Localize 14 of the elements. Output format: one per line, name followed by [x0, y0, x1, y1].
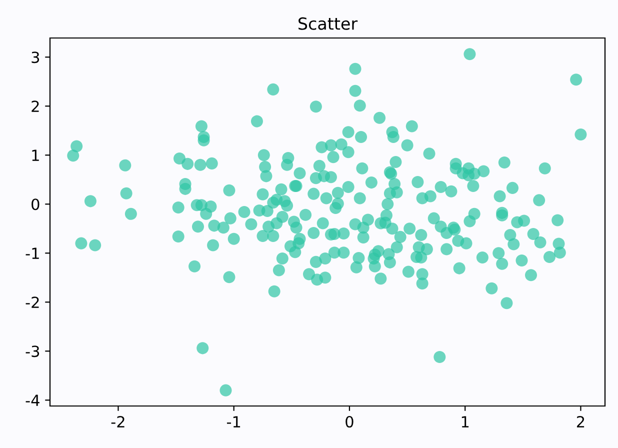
y-tick-label: -1: [26, 248, 39, 259]
y-tick-label: -2: [26, 296, 39, 308]
y-tick-label: -4: [26, 394, 40, 406]
chart-title: Scatter: [298, 17, 358, 30]
y-tick-label: -3: [26, 346, 40, 358]
x-tick-label: 2: [576, 416, 584, 428]
y-tick-label: 3: [32, 52, 40, 64]
x-tick-label: 0: [346, 416, 354, 428]
x-tick-label: 1: [462, 416, 469, 428]
y-tick-label: 0: [32, 198, 40, 210]
y-tick-label: 1: [32, 150, 39, 161]
x-tick-label: -1: [226, 416, 240, 428]
x-tick-label: -2: [111, 416, 124, 428]
y-tick-label: 2: [32, 100, 39, 112]
